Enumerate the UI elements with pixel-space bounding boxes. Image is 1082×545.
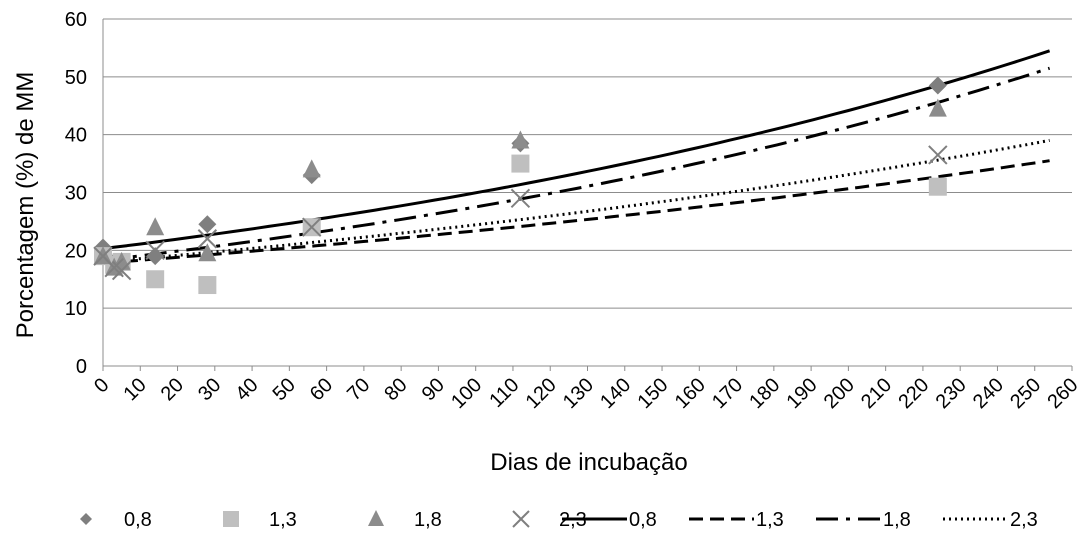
legend-marker-1,3 (223, 511, 239, 527)
x-stroke (302, 217, 322, 237)
legend-marker-0,8 (80, 513, 92, 525)
x-tick-label: 100 (447, 374, 486, 413)
x-stroke (93, 246, 113, 266)
point-1,8 (302, 159, 321, 178)
legend-label: 1,8 (883, 509, 911, 531)
x-tick-label: 140 (596, 374, 635, 413)
x-tick-label: 60 (306, 374, 337, 405)
x-tick-label: 130 (559, 374, 598, 413)
x-tick-label: 80 (380, 374, 411, 405)
trendline-1,8 (102, 66, 1051, 262)
x-stroke (111, 260, 132, 281)
legend-label: 0,8 (629, 509, 657, 531)
x-tick-label: 180 (745, 374, 784, 413)
y-axis-title: Porcentagem (%) de MM (12, 72, 39, 339)
trendlines (102, 49, 1051, 265)
y-tick-label: 20 (65, 240, 87, 262)
axes (102, 19, 1073, 371)
x-tick-label: 210 (857, 374, 896, 413)
x-tick-label: 30 (194, 374, 225, 405)
y-tick-label: 50 (65, 67, 87, 89)
point-2,3 (510, 188, 531, 208)
x-tick-label: 250 (1006, 374, 1045, 413)
trendline-2,3 (102, 138, 1050, 264)
legend-label: 0,8 (124, 509, 152, 531)
point-1,8 (198, 243, 217, 262)
y-tick-label: 30 (65, 183, 87, 205)
point-1,3 (198, 276, 217, 295)
point-1,8 (928, 98, 947, 117)
point-2,3 (302, 217, 322, 237)
x-tick-label: 150 (633, 374, 672, 413)
y-tick-label: 60 (65, 9, 87, 31)
x-stroke (145, 240, 165, 261)
point-1,3 (146, 270, 165, 289)
legend-label: 1,3 (756, 509, 784, 531)
x-tick-label: 190 (782, 374, 821, 413)
x-tick-label: 220 (894, 374, 933, 413)
legend-marker-2,3 (512, 510, 530, 528)
point-1,3 (928, 177, 947, 196)
x-stroke (104, 257, 124, 278)
point-0,8 (928, 76, 947, 95)
x-tick-label: 110 (485, 374, 523, 412)
trendline-1,3 (102, 159, 1050, 265)
data-points (93, 76, 948, 295)
point-2,3 (197, 229, 218, 249)
x-tick-label: 240 (969, 374, 1008, 413)
x-stroke (928, 145, 948, 165)
point-2,3 (928, 145, 948, 165)
x-tick-label: 170 (708, 374, 747, 413)
point-0,8 (146, 247, 165, 266)
gridlines (103, 18, 1072, 367)
legend-label: 2,3 (1010, 509, 1038, 531)
x-tick-label: 0 (90, 374, 113, 397)
point-1,8 (511, 130, 530, 149)
y-tick-labels: 0 10 20 30 40 50 60 (65, 9, 87, 378)
point-2,3 (145, 240, 165, 261)
x-tick-label: 10 (120, 374, 151, 405)
y-tick-label: 40 (65, 125, 87, 147)
y-tick-label: 10 (65, 298, 87, 320)
x-tick-label: 50 (269, 374, 300, 405)
x-stroke (197, 229, 218, 249)
x-tick-label: 20 (157, 374, 188, 405)
legend: 0,8 1,3 1,8 2,3 0,8 1,3 1,8 2,3 (80, 509, 1038, 531)
point-1,3 (511, 154, 530, 173)
x-tick-label: 230 (932, 374, 971, 413)
y-tick-label: 0 (76, 356, 87, 378)
point-0,8 (198, 215, 217, 234)
x-axis-title: Dias de incubação (490, 449, 687, 476)
x-tick-label: 160 (671, 374, 710, 413)
x-stroke (510, 188, 531, 208)
point-2,3 (104, 257, 124, 278)
legend-label: 1,3 (269, 509, 297, 531)
point-2,3 (111, 260, 132, 281)
x-tick-label: 260 (1043, 374, 1082, 413)
x-tick-label: 90 (418, 374, 449, 405)
x-stroke (512, 510, 530, 528)
x-tick-label: 120 (522, 374, 561, 413)
legend-label: 1,8 (414, 509, 442, 531)
x-tick-label: 70 (343, 374, 374, 405)
point-1,8 (146, 217, 165, 236)
x-tick-label: 200 (820, 374, 859, 413)
trendline-0,8 (102, 49, 1051, 251)
x-tick-label: 40 (231, 374, 262, 405)
legend-marker-1,8 (368, 510, 384, 526)
